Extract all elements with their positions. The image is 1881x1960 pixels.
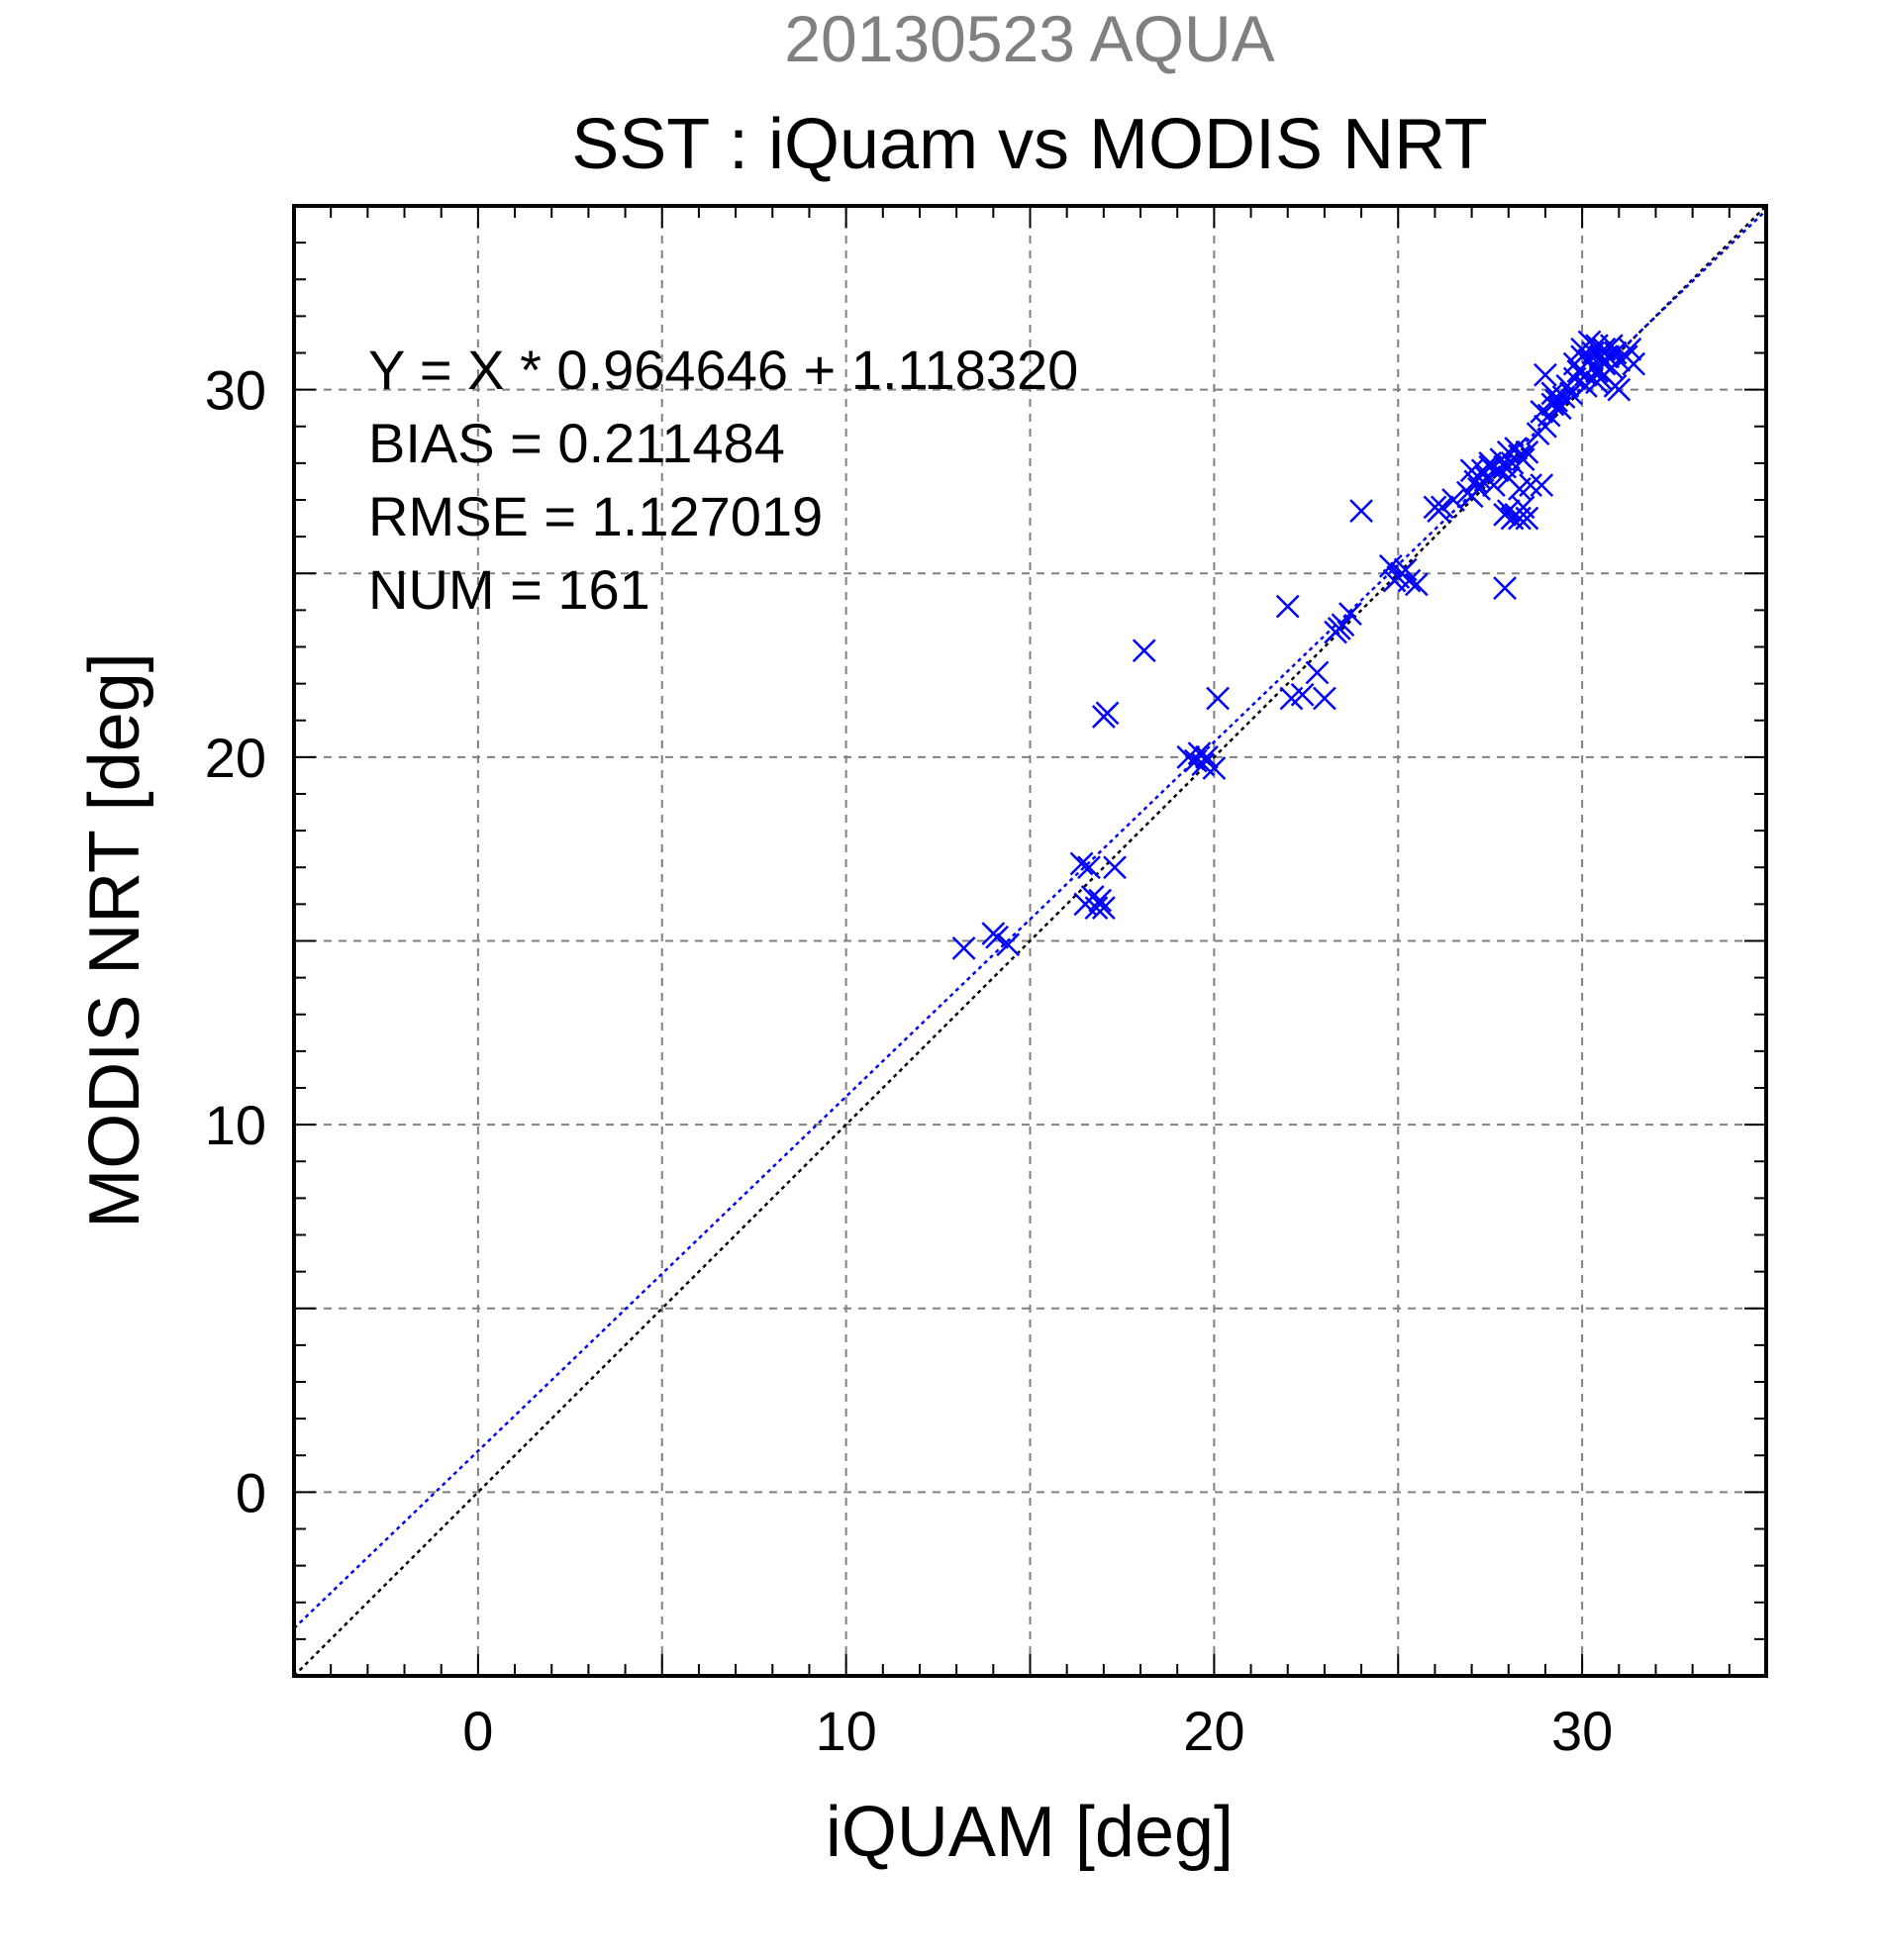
data-point [1607, 377, 1632, 402]
data-point [1378, 553, 1403, 578]
y-tick-label: 20 [205, 727, 266, 789]
data-point [1493, 576, 1517, 600]
data-point [1069, 851, 1094, 876]
data-point [1530, 400, 1554, 424]
data-point [1544, 388, 1568, 413]
chart-title: SST : iQuam vs MODIS NRT [571, 105, 1488, 184]
data-point [1080, 885, 1105, 909]
x-tick-label: 0 [462, 1700, 493, 1762]
data-point [1530, 473, 1554, 498]
data-point [1515, 506, 1539, 531]
data-point [1559, 381, 1583, 406]
y-tick-label: 0 [236, 1461, 266, 1523]
data-point [1519, 473, 1542, 498]
x-tick-labels: 0 10 20 30 [462, 1700, 1613, 1762]
identity-line [293, 205, 1767, 1677]
x-axis-label: iQUAM [deg] [826, 1793, 1234, 1872]
y-tick-labels: 0 10 20 30 [205, 359, 266, 1524]
stats-bias: BIAS = 0.211484 [368, 412, 785, 474]
data-point [1478, 450, 1503, 475]
data-point [996, 932, 1021, 957]
data-point [1275, 594, 1300, 619]
stats-rmse: RMSE = 1.127019 [368, 485, 823, 547]
grid-lines [294, 206, 1766, 1676]
stats-fit-equation: Y = X * 0.964646 + 1.118320 [368, 339, 1078, 401]
data-point [1430, 495, 1454, 520]
x-tick-label: 10 [815, 1700, 876, 1762]
data-point [1206, 686, 1230, 711]
data-point [1290, 682, 1315, 707]
data-point [1467, 465, 1491, 490]
x-tick-label: 20 [1183, 1700, 1244, 1762]
data-point [1618, 337, 1642, 361]
data-point [1404, 572, 1429, 597]
data-point [1482, 473, 1506, 498]
plot-frame [292, 204, 1768, 1678]
data-point [1091, 705, 1116, 729]
data-point [1088, 888, 1113, 913]
y-axis-label: MODIS NRT [deg] [75, 652, 154, 1228]
y-tick-label: 10 [205, 1094, 266, 1156]
data-points [951, 330, 1646, 960]
data-point [1305, 660, 1330, 685]
data-point [1540, 381, 1565, 406]
data-point [1441, 488, 1465, 512]
data-point [1338, 602, 1362, 626]
data-point [1349, 499, 1373, 524]
data-point [1493, 502, 1517, 527]
data-point [1103, 855, 1127, 880]
data-point [1534, 362, 1557, 387]
stats-annotation: Y = X * 0.964646 + 1.118320 BIAS = 0.211… [368, 339, 1078, 621]
x-tick-label: 30 [1551, 1700, 1613, 1762]
data-point [1132, 638, 1156, 663]
data-point [1599, 334, 1624, 357]
data-point [1195, 744, 1219, 769]
data-point [1077, 855, 1101, 880]
data-point [1515, 440, 1539, 464]
y-tick-label: 30 [205, 359, 266, 422]
data-point [1393, 557, 1418, 582]
data-point [1511, 447, 1535, 472]
data-point [1622, 351, 1646, 376]
data-point [1187, 741, 1212, 766]
data-point [1327, 617, 1351, 640]
data-point [1313, 686, 1336, 711]
data-point [985, 925, 1009, 949]
data-point [1467, 476, 1491, 501]
stats-num: NUM = 161 [368, 558, 650, 621]
chart-super-title: 20130523 AQUA [784, 2, 1274, 75]
data-point [951, 936, 976, 960]
